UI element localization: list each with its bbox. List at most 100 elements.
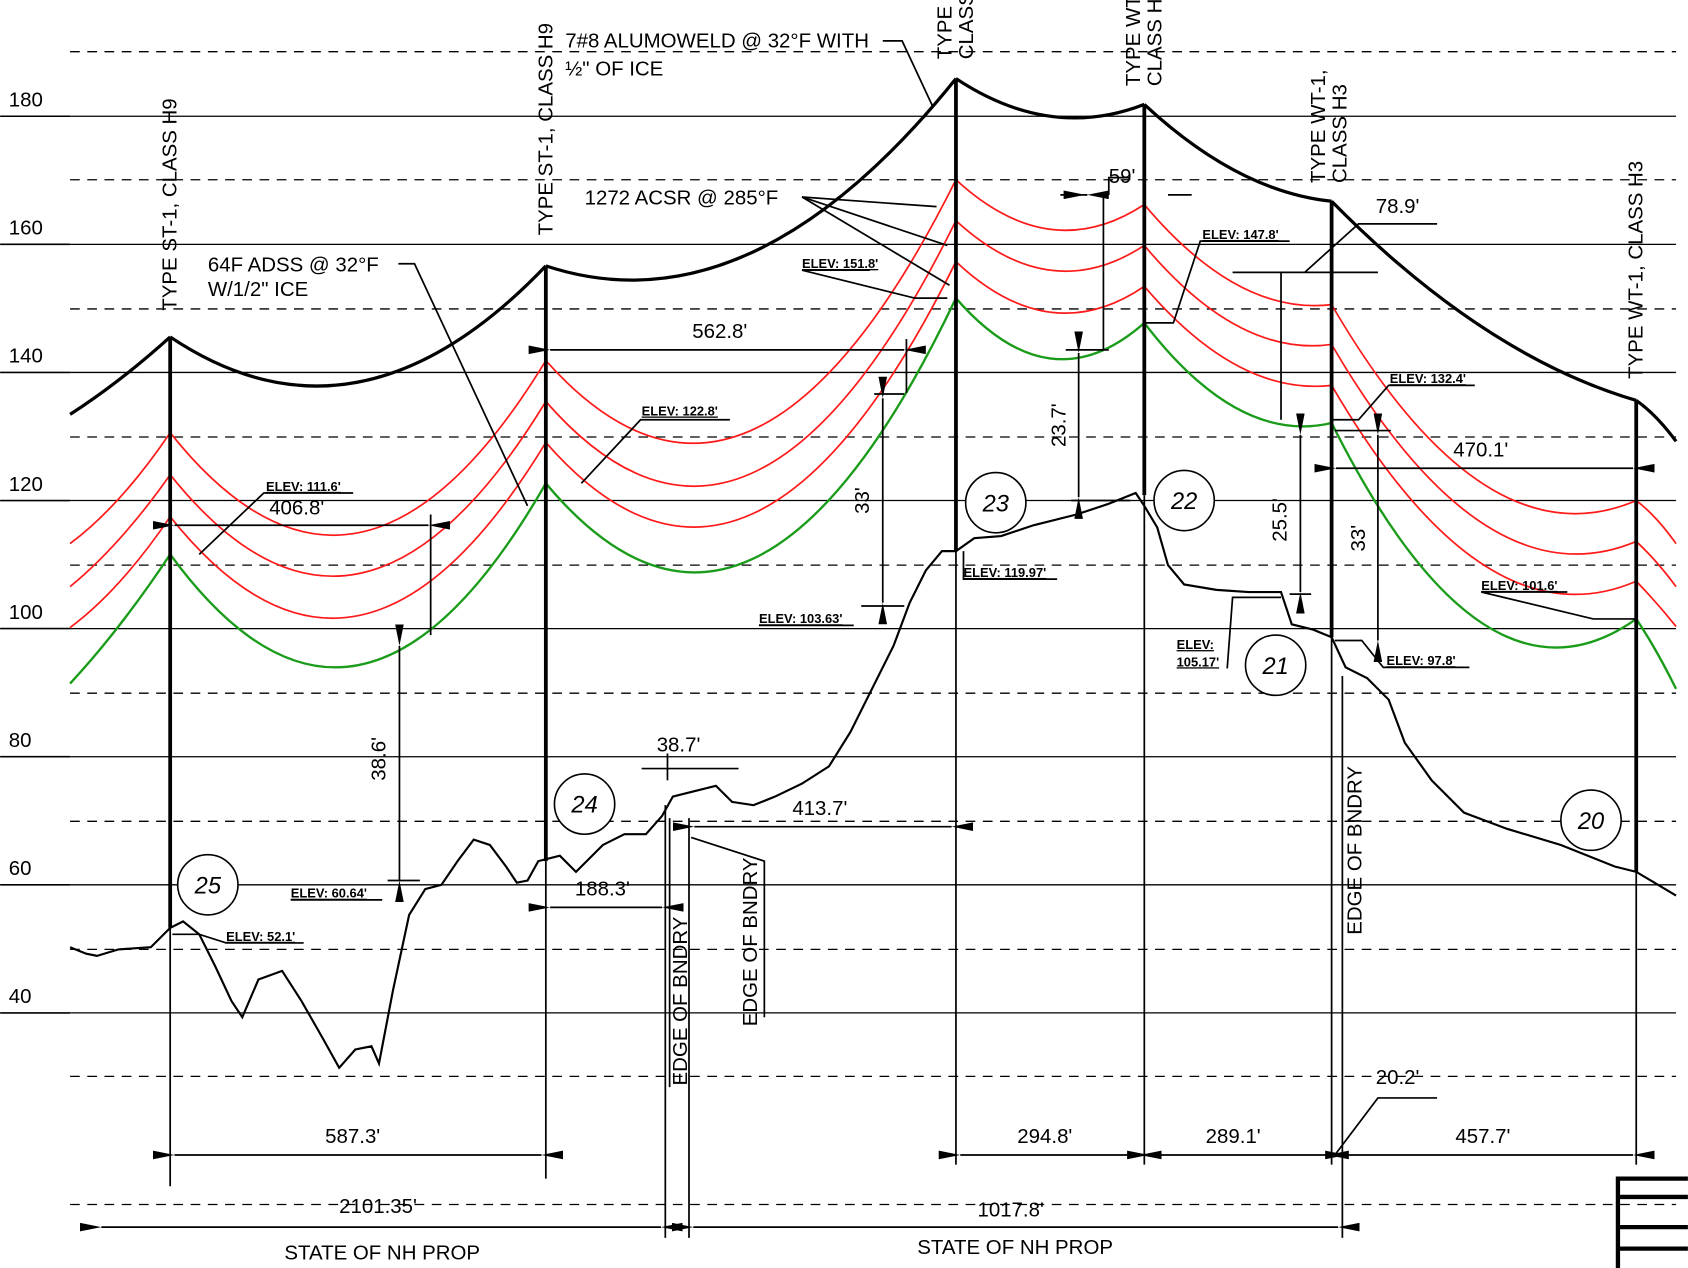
conductor	[545, 179, 957, 445]
conductor	[1143, 203, 1332, 307]
elevation-label: 180	[9, 89, 43, 112]
elevation-callout: ELEV: 101.6'	[1481, 578, 1557, 593]
conductor	[955, 220, 1145, 273]
leader	[801, 269, 948, 300]
shield-wire	[955, 77, 1145, 120]
shield-wire	[169, 264, 548, 388]
leader	[198, 492, 354, 555]
structure-label: CLASS H3	[1329, 84, 1352, 183]
structure-circle	[964, 471, 1027, 534]
fiber-cable	[169, 482, 547, 669]
leader	[962, 551, 1058, 580]
dimension-label: 1017.8'	[977, 1198, 1043, 1221]
conductor	[1143, 285, 1332, 388]
dimension-label: 33'	[1347, 525, 1370, 552]
leader	[1304, 223, 1438, 273]
boundary-label: EDGE OF BNDRY	[1344, 766, 1367, 935]
fiber-cable	[1330, 422, 1637, 649]
leader	[398, 262, 529, 507]
dimension-label: 78.9'	[1376, 195, 1420, 218]
structure-circle	[553, 773, 616, 836]
structure-number: 24	[570, 793, 597, 819]
elevation-callout: ELEV: 122.8'	[642, 403, 718, 418]
structure-number: 20	[1577, 809, 1604, 835]
boundary-label: EDGE OF BNDRY	[739, 857, 762, 1026]
leader	[1107, 176, 1131, 195]
boundary-label: EDGE OF BNDRY	[669, 916, 692, 1085]
fiber-cable	[544, 297, 958, 574]
leader	[1334, 639, 1470, 669]
structure-circle	[176, 853, 239, 916]
note: 1272 ACSR @ 285°F	[585, 187, 779, 210]
leader	[580, 418, 730, 484]
shield-wire	[1143, 103, 1332, 203]
structure-circle	[1560, 789, 1622, 852]
conductor	[955, 260, 1145, 314]
dimension-label: 38.7'	[657, 733, 701, 756]
shield-wire	[1330, 200, 1637, 402]
note: ½" OF ICE	[565, 57, 663, 80]
leader	[172, 933, 304, 944]
property-label: STATE OF NH PROP	[284, 1241, 480, 1264]
conductor	[1330, 344, 1637, 555]
structure-number: 25	[194, 873, 222, 899]
elevation-label: 140	[9, 345, 43, 368]
structure-label: TYPE ST-1, CLASS H9	[534, 23, 557, 235]
g	[0, 51, 1677, 1206]
g	[69, 40, 1688, 1268]
conductor	[955, 179, 1145, 232]
elevation-callout: ELEV: 103.63'	[759, 611, 842, 626]
shield-wire	[1635, 399, 1678, 443]
structure-label: TYPE WT-	[1122, 0, 1145, 86]
fiber-cable	[1143, 322, 1332, 428]
elevation-callout: ELEV: 151.8'	[802, 256, 878, 271]
elevation-callout: ELEV: 60.64'	[291, 886, 367, 901]
structure-label: TYPE ST-1, CLASS H9	[159, 98, 182, 310]
leader	[801, 196, 948, 247]
dimension-label: 457.7'	[1455, 1125, 1510, 1148]
leader	[1334, 1097, 1438, 1156]
elevation-label: 160	[9, 217, 43, 240]
structure-circle	[1153, 469, 1216, 532]
note: 64F ADSS @ 32°F	[208, 253, 379, 276]
property-label: STATE OF NH PROP	[917, 1236, 1113, 1259]
dimension-label: 59'	[1109, 165, 1136, 188]
structure-number: 21	[1261, 654, 1288, 680]
conductor	[69, 432, 171, 545]
elevation-callout: ELEV: 111.6'	[266, 479, 341, 494]
dimension-label: 20.2'	[1376, 1066, 1420, 1089]
elevation-callout: ELEV: 119.97'	[963, 565, 1046, 580]
conductor	[169, 360, 547, 536]
conductor	[545, 261, 957, 528]
shield-wire	[545, 77, 958, 282]
dimension-label: 289.1'	[1206, 1125, 1261, 1148]
fiber-cable	[69, 553, 172, 685]
leader	[801, 196, 937, 208]
shield-wire	[69, 335, 172, 416]
elevation-label: 80	[9, 729, 32, 752]
dimension-label: 38.6'	[367, 737, 390, 781]
fiber-cable	[955, 297, 1146, 361]
conductor	[1143, 244, 1332, 347]
structure-label: TYPE WT-1, CLASS H3	[1625, 161, 1648, 379]
structure-label: CLASS	[955, 0, 978, 59]
fiber-cable	[1635, 618, 1678, 690]
elevation-callout: 105.17'	[1177, 654, 1220, 669]
leader	[1481, 591, 1637, 620]
conductor	[1330, 384, 1637, 596]
structure-number: 23	[982, 491, 1009, 517]
elevation-callout: ELEV: 52.1'	[226, 929, 295, 944]
conductor	[1635, 580, 1677, 628]
note: W/1/2" ICE	[208, 278, 308, 301]
conductor	[69, 474, 171, 588]
elevation-callout: ELEV:	[1177, 637, 1214, 652]
conductor	[1635, 540, 1677, 588]
dimension-label: 294.8'	[1017, 1125, 1072, 1148]
conductor	[1635, 499, 1677, 545]
elevation-callout: ELEV: 132.4'	[1390, 371, 1466, 386]
ground-profile	[69, 491, 1677, 1070]
conductor	[169, 441, 547, 619]
elevation-label: 100	[9, 601, 43, 624]
